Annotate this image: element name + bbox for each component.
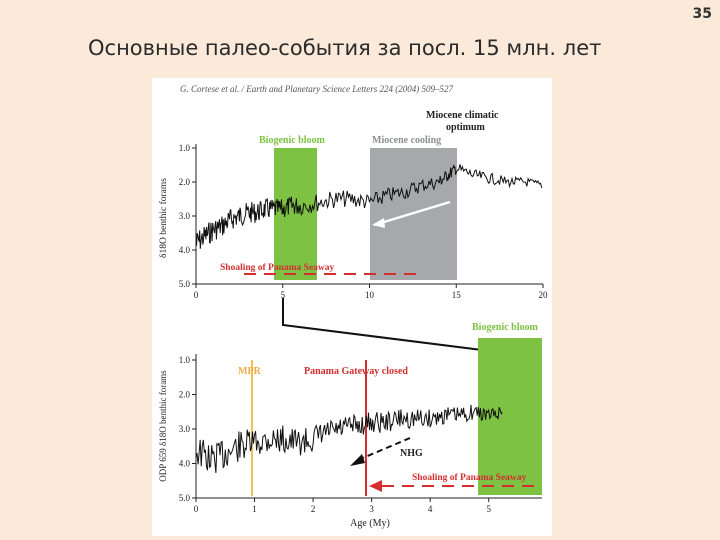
top-biogenic-bloom-band [274, 148, 317, 280]
top-x-tick-label: 5 [281, 290, 286, 300]
top-panel: Biogenic bloom Miocene cooling Miocene c… [158, 110, 548, 300]
bottom-shoaling-label: Shoaling of Panama Seaway [412, 473, 527, 483]
bottom-x-axis-label: Age (My) [350, 518, 390, 529]
slide-title: Основные палео-события за посл. 15 млн. … [88, 36, 602, 60]
bottom-biogenic-bloom-label: Biogenic bloom [472, 322, 539, 333]
top-y-tick-label: 5.0 [179, 279, 191, 289]
top-shoaling-label: Shoaling of Panama Seaway [220, 263, 335, 273]
bottom-y-tick-label: 5.0 [179, 493, 191, 503]
bottom-x-tick-label: 5 [486, 504, 491, 514]
bottom-x-tick-label: 0 [194, 504, 199, 514]
top-x-tick-label: 0 [194, 290, 199, 300]
bottom-x-tick-label: 2 [311, 504, 316, 514]
citation: G. Cortese et al. / Earth and Planetary … [180, 84, 453, 94]
bottom-biogenic-bloom-band [478, 338, 542, 495]
panama-closed-label: Panama Gateway closed [304, 366, 408, 377]
top-y-axis-label: δ18O benthic forams [158, 178, 169, 258]
bottom-x-tick-label: 1 [252, 504, 257, 514]
cooling-arrow-head [372, 218, 385, 228]
nhg-arrow-head [350, 454, 365, 466]
bottom-y-tick-label: 1.0 [179, 355, 191, 365]
mpr-label: MPR [238, 366, 262, 377]
miocene-cooling-label: Miocene cooling [372, 135, 441, 146]
bottom-panel: Biogenic bloom MPR Panama Gateway closed… [158, 322, 542, 529]
bottom-ticks: 0 1 2 3 4 5 1.0 2.0 3.0 4.0 5.0 [179, 355, 492, 514]
top-x-tick-label: 15 [452, 290, 462, 300]
cooling-arrow-line [373, 200, 451, 227]
top-y-tick-label: 1.0 [179, 143, 191, 153]
bottom-y-tick-label: 2.0 [179, 390, 191, 400]
top-x-tick-label: 20 [539, 290, 549, 300]
bottom-x-tick-label: 3 [369, 504, 374, 514]
slide-number: 35 [692, 6, 712, 22]
figure-svg: G. Cortese et al. / Earth and Planetary … [158, 84, 548, 529]
bottom-y-tick-label: 4.0 [179, 459, 191, 469]
paleo-events-figure: G. Cortese et al. / Earth and Planetary … [152, 78, 552, 536]
top-y-tick-label: 3.0 [179, 211, 191, 221]
nhg-label: NHG [400, 448, 423, 459]
top-x-tick-label: 10 [365, 290, 375, 300]
top-biogenic-bloom-label: Biogenic bloom [259, 135, 326, 146]
bottom-y-axis-label: ODP 659 δ18O benthic forams [158, 370, 168, 482]
top-y-tick-label: 2.0 [179, 177, 191, 187]
top-ticks: 0 5 10 15 20 1.0 2.0 3.0 4.0 5.0 [179, 143, 548, 300]
bottom-series-line [195, 404, 503, 474]
bottom-x-tick-label: 4 [428, 504, 433, 514]
top-series-line [195, 164, 543, 249]
miocene-optimum-label-2: optimum [446, 122, 486, 133]
bottom-shoaling-arrowhead [369, 480, 382, 492]
bottom-y-tick-label: 3.0 [179, 424, 191, 434]
top-y-tick-label: 4.0 [179, 245, 191, 255]
miocene-optimum-label-1: Miocene climatic [426, 110, 499, 121]
